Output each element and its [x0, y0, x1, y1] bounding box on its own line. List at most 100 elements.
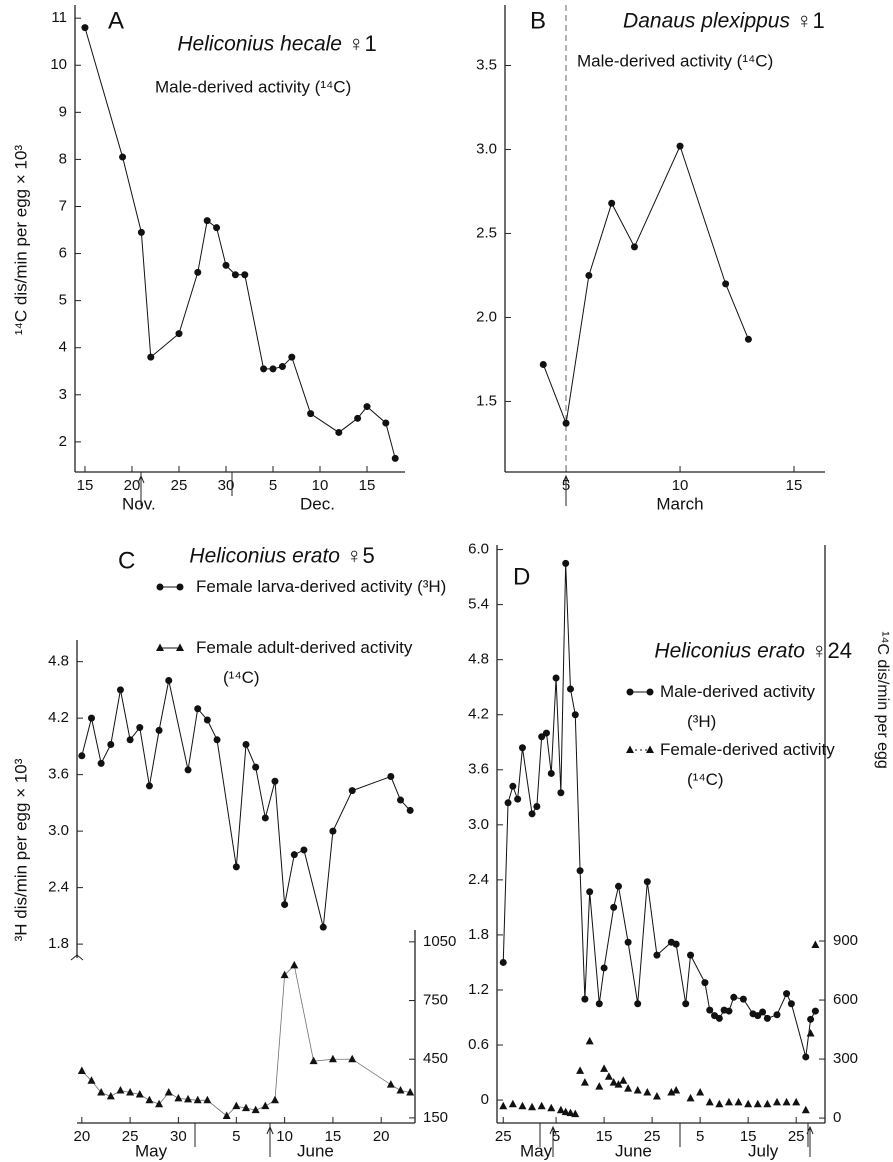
- legend-label: Male-derived activity (³H): [660, 682, 815, 731]
- circle-marker: [194, 268, 202, 276]
- circle-marker: [802, 1053, 810, 1061]
- y-tick-label: 4.2: [48, 709, 69, 726]
- arrow: [266, 1125, 274, 1157]
- circle-marker: [576, 867, 584, 875]
- x-tick-label: 15: [77, 477, 94, 494]
- triangle-marker: [126, 1087, 135, 1096]
- y2-tick-label: 450: [423, 1050, 448, 1067]
- legend-label: Female adult-derived activity (¹⁴C): [196, 638, 413, 687]
- triangle-marker: [97, 1087, 106, 1096]
- circle-marker: [533, 802, 541, 810]
- triangle-marker: [203, 1095, 212, 1104]
- circle-marker: [504, 799, 512, 807]
- y-tick-label: 3.0: [468, 816, 489, 833]
- circle-marker: [126, 736, 134, 744]
- circle-marker: [643, 878, 651, 886]
- triangle-marker: [242, 1103, 250, 1112]
- circle-marker: [566, 685, 574, 693]
- circle-marker: [232, 863, 240, 871]
- triangle-marker: [193, 1095, 202, 1104]
- triangle-marker: [705, 1097, 714, 1106]
- triangle-marker: [652, 1091, 661, 1100]
- circle-marker: [571, 711, 579, 719]
- circle-marker: [87, 714, 95, 722]
- triangle-marker: [667, 1088, 676, 1096]
- triangle-marker: [566, 1108, 575, 1117]
- triangle-marker: [744, 1099, 753, 1108]
- series-line: [81, 680, 411, 928]
- circle-marker: [542, 729, 550, 737]
- circle-marker: [165, 676, 173, 684]
- triangle-marker: [619, 1076, 628, 1084]
- y-tick-label: 2.4: [468, 871, 489, 888]
- circle-marker: [562, 559, 570, 567]
- arrow: [549, 1125, 557, 1157]
- legend-label: Female-derived activity (¹⁴C): [660, 740, 835, 789]
- circle-marker: [363, 403, 371, 411]
- title-mark: ♀5: [346, 543, 375, 568]
- y-tick-label: 2: [59, 433, 67, 450]
- series-line: [502, 563, 816, 1058]
- triangle-marker: [280, 970, 289, 979]
- y-tick-label: 0.6: [468, 1036, 489, 1053]
- circle-marker: [763, 1014, 771, 1022]
- circle-marker: [538, 733, 546, 741]
- triangle-marker: [614, 1080, 623, 1088]
- chart-title: Danaus plexippus: [623, 10, 790, 33]
- y-tick-label: 10: [50, 56, 67, 73]
- y2-tick-label: 750: [423, 992, 448, 1009]
- y-tick-label: 3.5: [476, 56, 497, 73]
- circle-marker: [586, 888, 594, 896]
- circle-marker: [300, 846, 308, 854]
- x-tick-label: 15: [596, 1128, 613, 1145]
- triangle-marker: [537, 1101, 546, 1110]
- x-tick-label: 25: [495, 1128, 512, 1145]
- y-tick-label: 1.5: [476, 392, 497, 409]
- circle-marker: [773, 1011, 781, 1019]
- x-tick-label: 5: [552, 1128, 560, 1145]
- triangle-marker: [585, 1036, 594, 1045]
- circle-marker: [288, 353, 296, 361]
- y-tick-label: 2.5: [476, 224, 497, 241]
- triangle-marker: [686, 1093, 695, 1102]
- triangle-marker: [155, 1099, 164, 1108]
- circle-marker: [634, 1000, 642, 1008]
- chart-title: Heliconius erato: [654, 640, 805, 663]
- y2-tick-label: 300: [833, 1050, 858, 1067]
- circle-marker: [97, 759, 105, 767]
- y-tick-label: 1.2: [468, 981, 489, 998]
- y-tick-label: 9: [59, 103, 67, 120]
- circle-marker: [184, 766, 192, 774]
- triangle-marker: [290, 960, 299, 969]
- x-axis-label: March: [656, 494, 703, 513]
- circle-marker: [514, 795, 522, 803]
- circle-marker: [624, 938, 632, 946]
- circle-marker: [528, 810, 536, 818]
- circle-marker: [547, 769, 555, 777]
- triangle-marker: [576, 1066, 585, 1074]
- circle-marker: [725, 1007, 733, 1015]
- panel-letter: C: [118, 547, 135, 574]
- x-tick-label: 15: [325, 1128, 342, 1145]
- x-tick-label: 5: [696, 1128, 704, 1145]
- circle-marker: [176, 583, 184, 591]
- triangle-marker: [232, 1101, 241, 1110]
- triangle-marker: [580, 1078, 589, 1086]
- y-tick-label: 11: [51, 9, 67, 26]
- circle-marker: [319, 923, 327, 931]
- circle-marker: [147, 353, 155, 361]
- month-label: June: [297, 1141, 334, 1160]
- circle-marker: [754, 1012, 762, 1020]
- month-label: Dec.: [300, 494, 335, 513]
- circle-marker: [722, 280, 730, 288]
- subtitle: Male-derived activity (¹⁴C): [155, 77, 351, 96]
- triangle-marker: [135, 1089, 144, 1098]
- title-mark: ♀1: [796, 8, 825, 33]
- triangle-marker: [571, 1109, 580, 1118]
- x-tick-label: 20: [124, 477, 141, 494]
- x-tick-label: 25: [171, 477, 188, 494]
- triangle-marker: [106, 1091, 115, 1100]
- circle-marker: [581, 995, 589, 1003]
- axis-break: [70, 954, 84, 961]
